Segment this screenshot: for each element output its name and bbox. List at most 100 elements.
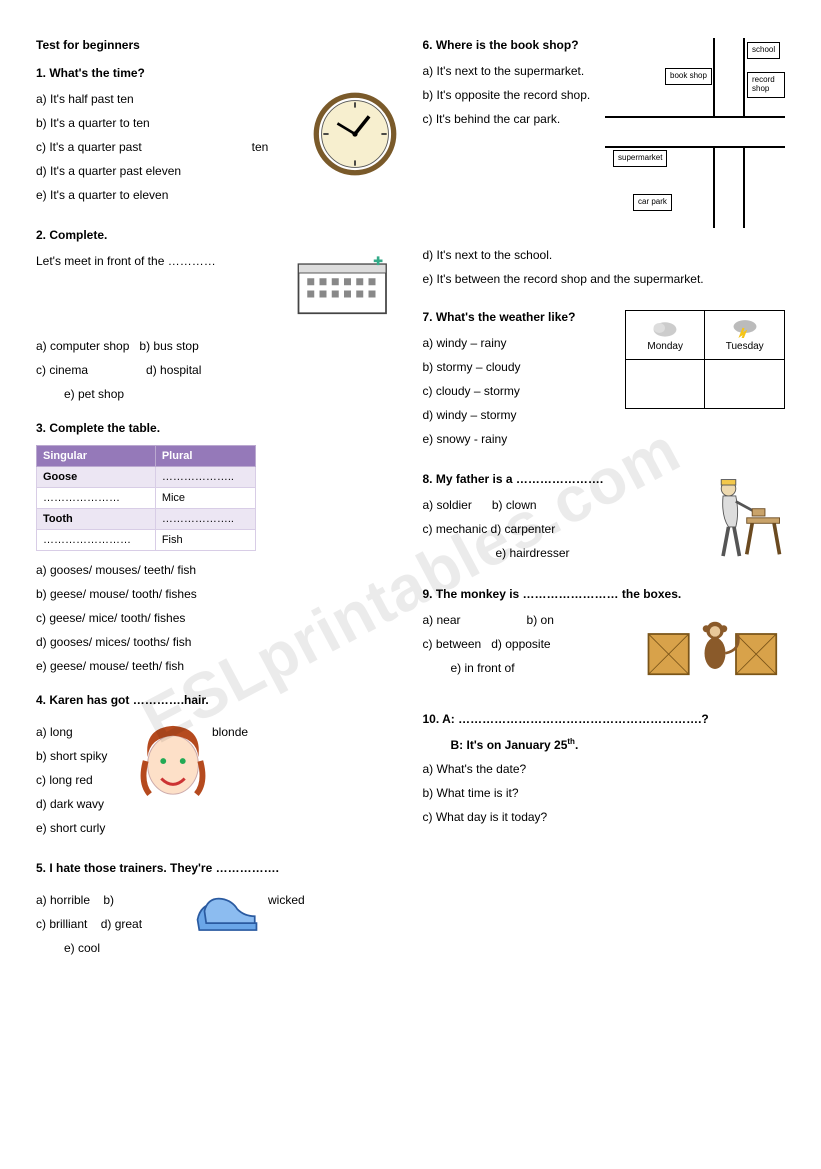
question-6: 6. Where is the book shop? a) It's next … xyxy=(423,38,786,228)
q8-opt-e: e) hairdresser xyxy=(423,544,643,562)
q3-opt-e: e) geese/ mouse/ teeth/ fish xyxy=(36,657,399,675)
q8-opt-a: a) soldier xyxy=(423,498,472,512)
question-9: 9. The monkey is …………………… the boxes. xyxy=(423,587,786,694)
weather-day1-label: Monday xyxy=(647,341,683,352)
cloud-icon xyxy=(650,318,680,338)
right-column: 6. Where is the book shop? a) It's next … xyxy=(423,38,786,963)
q4-opt-e: e) short curly xyxy=(36,819,126,837)
q9-opt-d: d) opposite xyxy=(491,637,550,651)
q2-heading: 2. Complete. xyxy=(36,228,399,242)
q7-opt-a: a) windy – rainy xyxy=(423,334,610,352)
q8-opt-c: c) mechanic xyxy=(423,522,488,536)
q5-opt-c: c) brilliant xyxy=(36,917,87,931)
th-plural: Plural xyxy=(155,446,255,467)
weather-table: Monday Tuesday xyxy=(625,310,785,409)
q9-opt-a: a) near xyxy=(423,613,461,627)
q5-opt-b: b) xyxy=(103,893,114,907)
q4-opt-a-right: blonde xyxy=(212,723,399,741)
q9-heading: 9. The monkey is …………………… the boxes. xyxy=(423,587,786,601)
plural-table: SingularPlural Goose……………….. …………………Mice… xyxy=(36,445,256,551)
q6-opt-b: b) It's opposite the record shop. xyxy=(423,86,598,104)
q10-b-text: B: It's on January 25 xyxy=(451,738,568,752)
question-1: 1. What's the time? a) It's half past te… xyxy=(36,66,399,210)
q6-heading: 6. Where is the book shop? xyxy=(423,38,598,52)
q4-opt-c: c) long red xyxy=(36,771,126,789)
cell-tooth: Tooth xyxy=(37,509,156,530)
q10-opt-c: c) What day is it today? xyxy=(423,808,786,826)
q5-opt-a: a) horrible xyxy=(36,893,90,907)
q4-opt-b: b) short spiky xyxy=(36,747,126,765)
q1-heading: 1. What's the time? xyxy=(36,66,399,80)
q5-row2: c) brilliant d) great xyxy=(36,915,186,933)
th-singular: Singular xyxy=(37,446,156,467)
q2-opt-d: d) hospital xyxy=(146,363,201,377)
q10-opt-a: a) What's the date? xyxy=(423,760,786,778)
storm-icon xyxy=(730,318,760,338)
q2-row2: c) cinema d) hospital xyxy=(36,361,399,379)
q1-opt-c-right: ten xyxy=(252,140,269,154)
left-column: Test for beginners 1. What's the time? a… xyxy=(36,38,399,963)
q10-opt-b: b) What time is it? xyxy=(423,784,786,802)
question-4: 4. Karen has got ………….hair. a) long b) s… xyxy=(36,693,399,843)
q3-opt-d: d) gooses/ mices/ tooths/ fish xyxy=(36,633,399,651)
worksheet-title: Test for beginners xyxy=(36,38,399,52)
carpenter-icon xyxy=(703,472,785,563)
q5-opt-e: e) cool xyxy=(64,939,186,957)
q7-opt-b: b) stormy – cloudy xyxy=(423,358,610,376)
question-10: 10. A: …………………………………………………….? B: It's on… xyxy=(423,712,786,826)
q8-opt-d: d) carpenter xyxy=(491,522,556,536)
clock-icon xyxy=(311,90,399,178)
cell-tooth-pl: ……………….. xyxy=(155,509,255,530)
trainers-icon xyxy=(192,885,262,935)
boxes-icon xyxy=(645,611,785,688)
q9-opt-b: b) on xyxy=(527,613,554,627)
cell-mice-sg: ………………… xyxy=(37,488,156,509)
cell-fish-sg: …………………… xyxy=(37,530,156,551)
question-8: 8. My father is a …………………. a) soldier b)… xyxy=(423,472,786,569)
q5-row1: a) horrible b) xyxy=(36,891,186,909)
q4-heading: 4. Karen has got ………….hair. xyxy=(36,693,399,707)
weather-day2-label: Tuesday xyxy=(726,341,764,352)
q3-opt-b: b) geese/ mouse/ tooth/ fishes xyxy=(36,585,399,603)
q5-opt-d: d) great xyxy=(101,917,142,931)
q7-opt-c: c) cloudy – stormy xyxy=(423,382,610,400)
q3-heading: 3. Complete the table. xyxy=(36,421,399,435)
q2-opt-b: b) bus stop xyxy=(139,339,198,353)
question-7: 7. What's the weather like? a) windy – r… xyxy=(423,310,786,454)
q3-opt-c: c) geese/ mice/ tooth/ fishes xyxy=(36,609,399,627)
q6-opt-e: e) It's between the record shop and the … xyxy=(423,270,786,288)
q10-line-b: B: It's on January 25th. xyxy=(451,736,786,754)
map-school: school xyxy=(747,42,780,59)
cell-fish: Fish xyxy=(155,530,255,551)
q8-opt-b: b) clown xyxy=(492,498,537,512)
question-2: 2. Complete. Let's meet in front of the … xyxy=(36,228,399,403)
q2-opt-c: c) cinema xyxy=(36,363,88,377)
map-bookshop: book shop xyxy=(665,68,712,85)
q5-heading: 5. I hate those trainers. They're ……………. xyxy=(36,861,399,875)
q5-opt-b-right: wicked xyxy=(268,891,399,909)
q4-opt-a: a) long xyxy=(36,723,126,741)
cell-goose: Goose xyxy=(37,467,156,488)
q6-opt-d: d) It's next to the school. xyxy=(423,246,786,264)
q3-opt-a: a) gooses/ mouses/ teeth/ fish xyxy=(36,561,399,579)
cell-goose-pl: ……………….. xyxy=(155,467,255,488)
q7-opt-d: d) windy – stormy xyxy=(423,406,610,424)
q10-b-dot: . xyxy=(575,738,578,752)
map-icon: book shop school record shop supermarket… xyxy=(605,38,785,228)
q1-opt-c-left: c) It's a quarter past xyxy=(36,140,142,154)
q4-opt-d: d) dark wavy xyxy=(36,795,126,813)
monkey-icon xyxy=(703,622,739,669)
map-carpark: car park xyxy=(633,194,672,211)
q10-b-sup: th xyxy=(567,737,575,746)
weather-monday: Monday xyxy=(626,311,705,360)
map-record: record shop xyxy=(747,72,785,98)
hospital-icon xyxy=(289,252,399,325)
q6-opt-a: a) It's next to the supermarket. xyxy=(423,62,598,80)
q9-opt-c: c) between xyxy=(423,637,482,651)
cell-mice: Mice xyxy=(155,488,255,509)
q2-opt-e: e) pet shop xyxy=(64,385,399,403)
page: Test for beginners 1. What's the time? a… xyxy=(0,0,821,983)
q2-row1: a) computer shop b) bus stop xyxy=(36,337,399,355)
q10-heading: 10. A: …………………………………………………….? xyxy=(423,712,786,726)
q1-opt-e: e) It's a quarter to eleven xyxy=(36,186,399,204)
